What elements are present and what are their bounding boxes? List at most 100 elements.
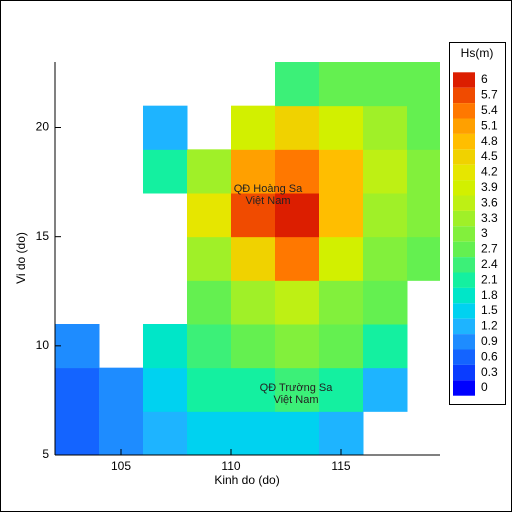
cell [363,324,408,369]
colorbar-label: 2.7 [481,242,498,256]
annotation: Việt Nam [245,195,290,207]
cell [407,236,440,281]
colorbar-swatch [453,87,475,104]
colorbar-swatch [453,195,475,211]
cell [187,149,232,194]
colorbar-swatch [453,210,475,227]
cell [275,62,320,107]
cell [187,193,232,238]
cell [231,193,276,238]
cell [407,193,440,238]
cell [99,411,144,455]
colorbar-label: 3 [481,226,488,240]
cell [363,236,408,281]
x-axis-label: Kinh do (do) [214,473,279,487]
colorbar-title: Hs(m) [461,46,494,60]
y-axis-label: Vi do (do) [14,232,28,284]
cell [231,324,276,369]
annotation: QĐ Hoàng Sa [234,183,303,195]
colorbar-swatch [453,118,475,134]
colorbar-label: 1.8 [481,288,498,302]
cell [363,105,408,150]
colorbar-label: 5.1 [481,118,498,132]
cell [99,367,144,412]
colorbar-label: 0.6 [481,349,498,363]
cell [143,105,188,150]
colorbar-swatch [453,334,475,350]
colorbar-swatch [453,380,475,396]
x-tick-label: 110 [221,459,240,473]
cell [55,411,100,455]
cell [407,105,440,150]
cell [143,411,188,455]
colorbar-label: 1.5 [481,303,498,317]
colorbar-label: 4.2 [481,165,498,179]
cell [143,367,188,412]
cell [187,411,232,455]
x-tick-label: 105 [111,459,131,473]
colorbar-label: 4.5 [481,149,498,163]
cell [275,411,320,455]
cell [363,367,408,412]
cell [407,62,440,107]
cell [319,62,364,107]
colorbar-label: 5.4 [481,103,498,117]
cell [231,149,276,194]
colorbar-swatch [453,180,475,196]
colorbar-swatch [453,257,475,273]
cell [143,149,188,194]
cell [363,193,408,238]
colorbar-swatch [453,164,475,181]
cell [187,280,232,325]
cell [231,411,276,455]
colorbar-label: 6 [481,72,488,86]
annotation: Việt Nam [273,394,318,406]
colorbar-label: 2.4 [481,257,498,271]
cell [407,149,440,194]
cell [231,280,276,325]
cell [319,105,364,150]
colorbar-swatch [453,272,475,288]
colorbar-swatch [453,149,475,165]
cell [275,236,320,281]
colorbar-label: 3.6 [481,195,498,209]
cell [319,236,364,281]
colorbar-swatch [453,287,475,304]
cell [231,105,276,150]
colorbar-swatch [453,72,475,88]
cell [319,367,364,412]
cell [231,236,276,281]
cell [187,236,232,281]
cell [275,149,320,194]
colorbar-swatch [453,103,475,119]
colorbar-label: 0.3 [481,365,498,379]
y-tick-label: 10 [36,338,50,352]
cell [319,193,364,238]
cell [55,367,100,412]
colorbar-swatch [453,364,475,381]
colorbar-swatch [453,303,475,319]
cell [187,324,232,369]
cell [363,62,408,107]
field [55,62,440,455]
annotation: QĐ Trường Sa [260,382,334,394]
colorbar-label: 5.7 [481,88,498,102]
colorbar-swatch [453,349,475,365]
colorbar-label: 3.3 [481,211,498,225]
colorbar-label: 4.8 [481,134,498,148]
cell [231,367,276,412]
colorbar-label: 3.9 [481,180,498,194]
cell [275,105,320,150]
colorbar-swatch [453,226,475,242]
colorbar-swatch [453,318,475,335]
cell [319,280,364,325]
y-tick-label: 20 [36,120,50,134]
cell [363,280,408,325]
colorbar-label: 0 [481,380,488,394]
cell [143,324,188,369]
cell [187,367,232,412]
x-tick-label: 115 [331,459,350,473]
cell [275,193,320,238]
y-tick-label: 5 [42,447,49,461]
